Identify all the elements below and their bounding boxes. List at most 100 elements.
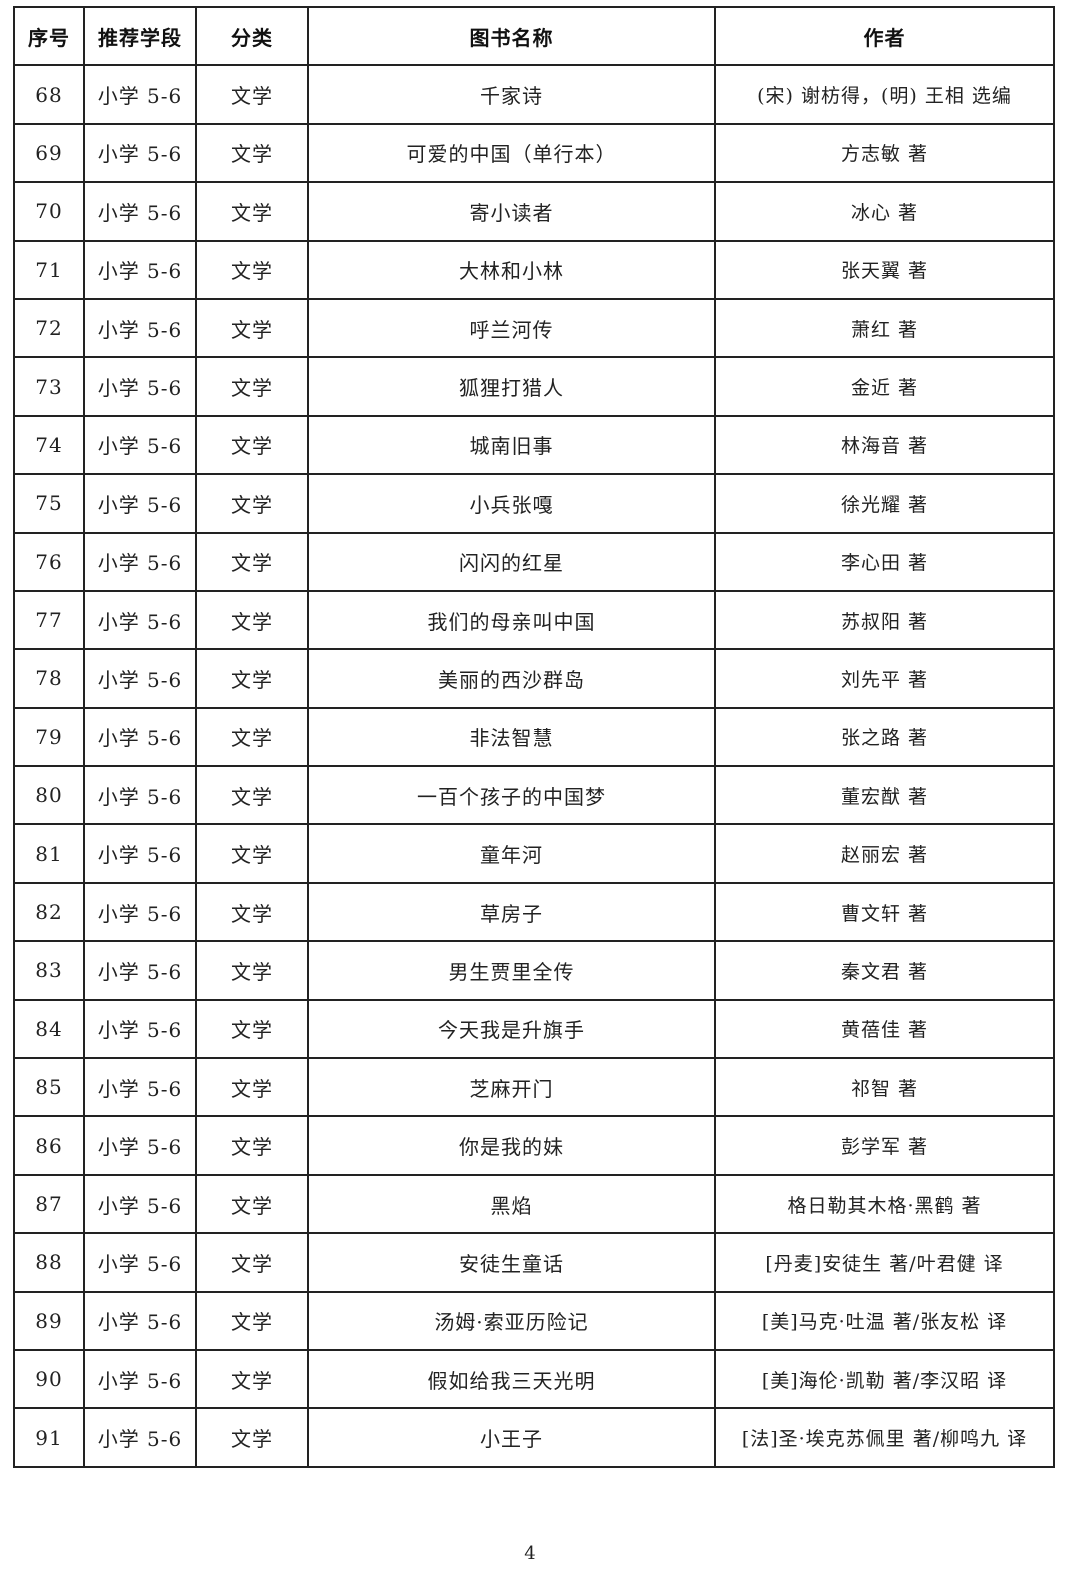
table-row: 78 小学 5-6 文学 美丽的西沙群岛 刘先平 著 bbox=[13, 648, 1055, 709]
cell-title: 黑焰 bbox=[307, 1173, 716, 1235]
cell-category: 文学 bbox=[195, 1232, 309, 1293]
cell-author: 金近 著 bbox=[714, 356, 1055, 417]
cell-index: 79 bbox=[13, 706, 85, 768]
cell-index: 72 bbox=[13, 297, 85, 359]
header-index: 序号 bbox=[13, 5, 85, 67]
cell-index: 73 bbox=[13, 356, 85, 417]
cell-index: 86 bbox=[13, 1115, 85, 1176]
cell-title: 千家诗 bbox=[307, 64, 716, 125]
cell-index: 88 bbox=[13, 1232, 85, 1293]
table-row: 88 小学 5-6 文学 安徒生童话 [丹麦]安徒生 著/叶君健 译 bbox=[13, 1232, 1055, 1293]
cell-title: 今天我是升旗手 bbox=[307, 998, 716, 1060]
cell-author: 张之路 著 bbox=[714, 706, 1055, 768]
cell-category: 文学 bbox=[195, 1348, 309, 1410]
cell-grade: 小学 5-6 bbox=[83, 998, 197, 1060]
cell-category: 文学 bbox=[195, 1057, 309, 1118]
cell-grade: 小学 5-6 bbox=[83, 122, 197, 184]
cell-author: (宋) 谢枋得，(明) 王相 选编 bbox=[714, 64, 1055, 125]
cell-title: 你是我的妹 bbox=[307, 1115, 716, 1176]
table-row: 91 小学 5-6 文学 小王子 [法]圣·埃克苏佩里 著/柳鸣九 译 bbox=[13, 1407, 1055, 1468]
cell-category: 文学 bbox=[195, 64, 309, 125]
cell-title: 可爱的中国（单行本） bbox=[307, 122, 716, 184]
cell-author: 董宏猷 著 bbox=[714, 765, 1055, 826]
cell-index: 77 bbox=[13, 589, 85, 651]
cell-category: 文学 bbox=[195, 823, 309, 884]
cell-title: 狐狸打猎人 bbox=[307, 356, 716, 417]
cell-category: 文学 bbox=[195, 473, 309, 534]
cell-category: 文学 bbox=[195, 414, 309, 476]
cell-index: 76 bbox=[13, 531, 85, 592]
table-row: 71 小学 5-6 文学 大林和小林 张天翼 著 bbox=[13, 239, 1055, 300]
cell-index: 69 bbox=[13, 122, 85, 184]
cell-grade: 小学 5-6 bbox=[83, 648, 197, 709]
table-row: 80 小学 5-6 文学 一百个孩子的中国梦 董宏猷 著 bbox=[13, 765, 1055, 826]
cell-grade: 小学 5-6 bbox=[83, 356, 197, 417]
cell-title: 呼兰河传 bbox=[307, 297, 716, 359]
cell-category: 文学 bbox=[195, 1115, 309, 1176]
cell-grade: 小学 5-6 bbox=[83, 473, 197, 534]
cell-index: 84 bbox=[13, 998, 85, 1060]
cell-grade: 小学 5-6 bbox=[83, 1348, 197, 1410]
cell-title: 寄小读者 bbox=[307, 181, 716, 242]
header-category: 分类 bbox=[195, 5, 309, 67]
header-grade: 推荐学段 bbox=[83, 5, 197, 67]
cell-index: 80 bbox=[13, 765, 85, 826]
cell-title: 城南旧事 bbox=[307, 414, 716, 476]
cell-title: 闪闪的红星 bbox=[307, 531, 716, 592]
cell-index: 78 bbox=[13, 648, 85, 709]
table-row: 74 小学 5-6 文学 城南旧事 林海音 著 bbox=[13, 414, 1055, 476]
cell-index: 74 bbox=[13, 414, 85, 476]
cell-grade: 小学 5-6 bbox=[83, 881, 197, 943]
table-row: 73 小学 5-6 文学 狐狸打猎人 金近 著 bbox=[13, 356, 1055, 417]
cell-category: 文学 bbox=[195, 1407, 309, 1468]
table-header-row: 序号 推荐学段 分类 图书名称 作者 bbox=[13, 5, 1055, 67]
cell-index: 81 bbox=[13, 823, 85, 884]
cell-category: 文学 bbox=[195, 297, 309, 359]
table-row: 90 小学 5-6 文学 假如给我三天光明 [美]海伦·凯勒 著/李汉昭 译 bbox=[13, 1348, 1055, 1410]
table-row: 70 小学 5-6 文学 寄小读者 冰心 著 bbox=[13, 181, 1055, 242]
cell-category: 文学 bbox=[195, 881, 309, 943]
table-row: 82 小学 5-6 文学 草房子 曹文轩 著 bbox=[13, 881, 1055, 943]
cell-author: [法]圣·埃克苏佩里 著/柳鸣九 译 bbox=[714, 1407, 1055, 1468]
cell-grade: 小学 5-6 bbox=[83, 706, 197, 768]
cell-title: 小兵张嘎 bbox=[307, 473, 716, 534]
cell-index: 68 bbox=[13, 64, 85, 125]
table-row: 84 小学 5-6 文学 今天我是升旗手 黄蓓佳 著 bbox=[13, 998, 1055, 1060]
header-title: 图书名称 bbox=[307, 5, 716, 67]
cell-index: 83 bbox=[13, 940, 85, 1001]
page-number: 4 bbox=[524, 1543, 536, 1564]
cell-category: 文学 bbox=[195, 765, 309, 826]
cell-index: 91 bbox=[13, 1407, 85, 1468]
cell-grade: 小学 5-6 bbox=[83, 1173, 197, 1235]
cell-category: 文学 bbox=[195, 1173, 309, 1235]
table-row: 77 小学 5-6 文学 我们的母亲叫中国 苏叔阳 著 bbox=[13, 589, 1055, 651]
cell-index: 71 bbox=[13, 239, 85, 300]
cell-grade: 小学 5-6 bbox=[83, 1115, 197, 1176]
cell-title: 假如给我三天光明 bbox=[307, 1348, 716, 1410]
cell-author: 刘先平 著 bbox=[714, 648, 1055, 709]
cell-author: 林海音 著 bbox=[714, 414, 1055, 476]
cell-grade: 小学 5-6 bbox=[83, 589, 197, 651]
cell-title: 芝麻开门 bbox=[307, 1057, 716, 1118]
table-row: 89 小学 5-6 文学 汤姆·索亚历险记 [美]马克·吐温 著/张友松 译 bbox=[13, 1290, 1055, 1351]
cell-title: 大林和小林 bbox=[307, 239, 716, 300]
cell-grade: 小学 5-6 bbox=[83, 531, 197, 592]
cell-index: 82 bbox=[13, 881, 85, 943]
cell-grade: 小学 5-6 bbox=[83, 181, 197, 242]
cell-category: 文学 bbox=[195, 122, 309, 184]
cell-author: 方志敏 著 bbox=[714, 122, 1055, 184]
cell-grade: 小学 5-6 bbox=[83, 414, 197, 476]
cell-grade: 小学 5-6 bbox=[83, 239, 197, 300]
cell-author: 张天翼 著 bbox=[714, 239, 1055, 300]
cell-grade: 小学 5-6 bbox=[83, 823, 197, 884]
cell-grade: 小学 5-6 bbox=[83, 765, 197, 826]
cell-author: 萧红 著 bbox=[714, 297, 1055, 359]
cell-author: 苏叔阳 著 bbox=[714, 589, 1055, 651]
cell-author: 格日勒其木格·黑鹤 著 bbox=[714, 1173, 1055, 1235]
cell-author: 秦文君 著 bbox=[714, 940, 1055, 1001]
cell-grade: 小学 5-6 bbox=[83, 64, 197, 125]
cell-index: 70 bbox=[13, 181, 85, 242]
header-author: 作者 bbox=[714, 5, 1055, 67]
cell-index: 87 bbox=[13, 1173, 85, 1235]
table-row: 83 小学 5-6 文学 男生贾里全传 秦文君 著 bbox=[13, 940, 1055, 1001]
